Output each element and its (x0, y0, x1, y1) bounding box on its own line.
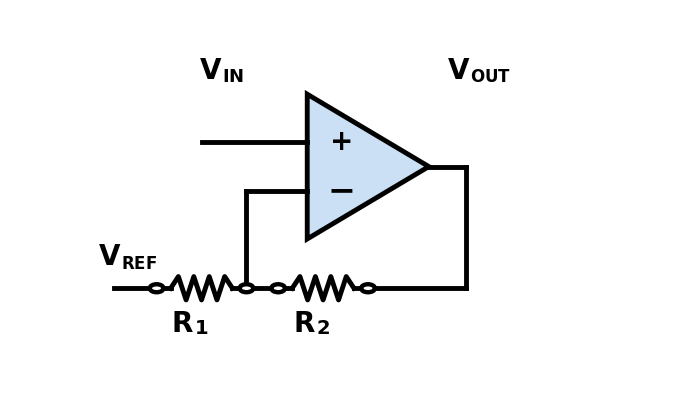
Text: $\mathbf{OUT}$: $\mathbf{OUT}$ (470, 68, 511, 86)
Circle shape (150, 284, 164, 292)
Text: $\mathbf{R}$: $\mathbf{R}$ (293, 310, 316, 338)
Text: $\mathbf{1}$: $\mathbf{1}$ (194, 319, 208, 338)
Circle shape (239, 284, 253, 292)
Circle shape (271, 284, 285, 292)
Text: $\mathbf{V}$: $\mathbf{V}$ (447, 57, 471, 85)
Text: $\mathbf{R}$: $\mathbf{R}$ (170, 310, 194, 338)
Text: $\mathbf{V}$: $\mathbf{V}$ (199, 57, 222, 85)
Text: +: + (329, 128, 353, 156)
Text: $\mathbf{IN}$: $\mathbf{IN}$ (222, 68, 243, 86)
Text: $\mathbf{2}$: $\mathbf{2}$ (316, 319, 330, 338)
Text: −: − (327, 174, 355, 207)
Polygon shape (307, 94, 429, 239)
Text: $\mathbf{REF}$: $\mathbf{REF}$ (121, 255, 158, 273)
Text: $\mathbf{V}$: $\mathbf{V}$ (98, 244, 122, 272)
Circle shape (361, 284, 375, 292)
